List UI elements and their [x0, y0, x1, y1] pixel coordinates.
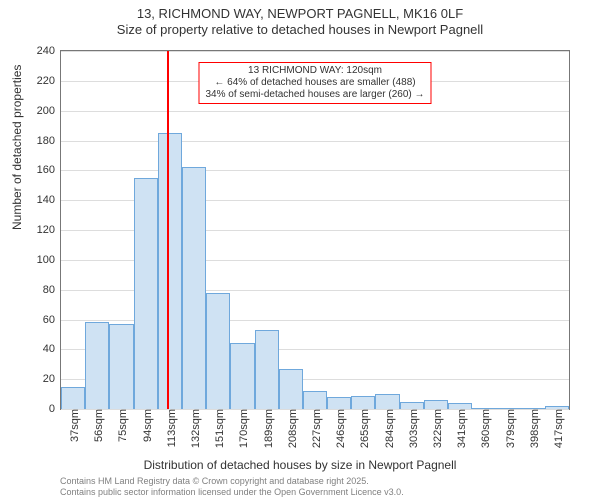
- x-tick: 189sqm: [259, 409, 275, 448]
- annotation-line-3: 34% of semi-detached houses are larger (…: [205, 89, 424, 101]
- y-tick: 240: [37, 45, 61, 57]
- footer: Contains HM Land Registry data © Crown c…: [60, 476, 404, 498]
- x-tick: 132sqm: [186, 409, 202, 448]
- bar: [182, 167, 206, 409]
- reference-line: [167, 51, 169, 409]
- bar: [255, 330, 279, 409]
- bar: [303, 391, 327, 409]
- bar: [61, 387, 85, 409]
- bar: [400, 402, 424, 409]
- y-tick: 20: [43, 373, 61, 385]
- footer-line-1: Contains HM Land Registry data © Crown c…: [60, 476, 404, 487]
- bar: [134, 178, 158, 409]
- bar: [158, 133, 182, 409]
- y-tick: 80: [43, 284, 61, 296]
- y-tick: 40: [43, 343, 61, 355]
- y-tick: 180: [37, 135, 61, 147]
- y-tick: 200: [37, 105, 61, 117]
- x-tick: 113sqm: [162, 409, 178, 447]
- title-line-1: 13, RICHMOND WAY, NEWPORT PAGNELL, MK16 …: [0, 6, 600, 22]
- x-tick: 56sqm: [89, 409, 105, 442]
- bar: [85, 322, 109, 409]
- bar: [109, 324, 133, 409]
- x-tick: 75sqm: [113, 409, 129, 442]
- footer-line-2: Contains public sector information licen…: [60, 487, 404, 498]
- chart-container: 13, RICHMOND WAY, NEWPORT PAGNELL, MK16 …: [0, 0, 600, 500]
- x-tick: 303sqm: [404, 409, 420, 448]
- annotation-line-2: ← 64% of detached houses are smaller (48…: [205, 77, 424, 89]
- x-tick: 246sqm: [331, 409, 347, 448]
- y-tick: 120: [37, 224, 61, 236]
- bar: [375, 394, 399, 409]
- x-tick: 379sqm: [501, 409, 517, 448]
- x-tick: 398sqm: [525, 409, 541, 448]
- bar: [327, 397, 351, 409]
- x-tick: 94sqm: [138, 409, 154, 442]
- bar: [424, 400, 448, 409]
- bar: [351, 396, 375, 409]
- x-axis-label: Distribution of detached houses by size …: [0, 458, 600, 472]
- x-tick: 151sqm: [210, 409, 226, 448]
- title-block: 13, RICHMOND WAY, NEWPORT PAGNELL, MK16 …: [0, 0, 600, 37]
- x-tick: 37sqm: [65, 409, 81, 442]
- y-tick: 0: [49, 403, 61, 415]
- annotation-box: 13 RICHMOND WAY: 120sqm ← 64% of detache…: [198, 62, 431, 104]
- bar: [206, 293, 230, 409]
- y-tick: 160: [37, 164, 61, 176]
- x-tick: 284sqm: [380, 409, 396, 448]
- y-axis-label: Number of detached properties: [10, 65, 24, 230]
- y-tick: 100: [37, 254, 61, 266]
- x-tick: 417sqm: [549, 409, 565, 448]
- x-tick: 170sqm: [234, 409, 250, 448]
- title-line-2: Size of property relative to detached ho…: [0, 22, 600, 38]
- y-tick: 220: [37, 75, 61, 87]
- x-tick: 208sqm: [283, 409, 299, 448]
- plot-area: 020406080100120140160180200220240 37sqm5…: [60, 50, 570, 410]
- bar: [279, 369, 303, 409]
- annotation-line-1: 13 RICHMOND WAY: 120sqm: [205, 65, 424, 77]
- x-tick: 341sqm: [452, 409, 468, 448]
- bar: [230, 343, 254, 409]
- y-tick: 60: [43, 314, 61, 326]
- x-tick: 360sqm: [476, 409, 492, 448]
- x-tick: 227sqm: [307, 409, 323, 448]
- y-tick: 140: [37, 194, 61, 206]
- x-tick: 265sqm: [355, 409, 371, 448]
- x-tick: 322sqm: [428, 409, 444, 448]
- bars: [61, 51, 569, 409]
